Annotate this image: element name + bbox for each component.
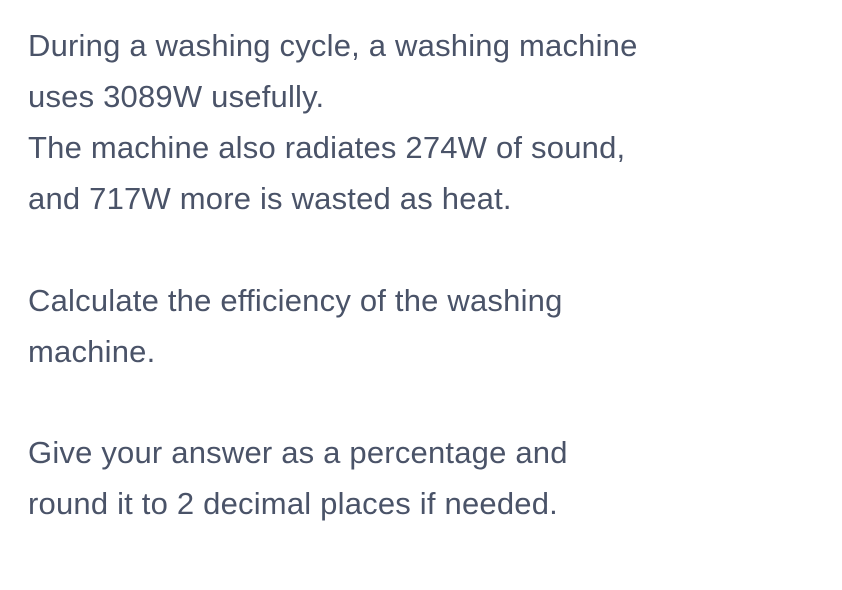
paragraph-2: Calculate the efficiency of the washing … bbox=[28, 275, 812, 377]
text-line: and 717W more is wasted as heat. bbox=[28, 181, 512, 216]
text-line: Calculate the efficiency of the washing bbox=[28, 283, 563, 318]
text-line: Give your answer as a percentage and bbox=[28, 435, 568, 470]
question-text-block: During a washing cycle, a washing machin… bbox=[0, 0, 842, 590]
paragraph-3: Give your answer as a percentage and rou… bbox=[28, 427, 812, 529]
text-line: machine. bbox=[28, 334, 155, 369]
text-line: The machine also radiates 274W of sound, bbox=[28, 130, 625, 165]
text-line: During a washing cycle, a washing machin… bbox=[28, 28, 638, 63]
text-line: uses 3089W usefully. bbox=[28, 79, 324, 114]
text-line: round it to 2 decimal places if needed. bbox=[28, 486, 558, 521]
paragraph-1: During a washing cycle, a washing machin… bbox=[28, 20, 812, 225]
